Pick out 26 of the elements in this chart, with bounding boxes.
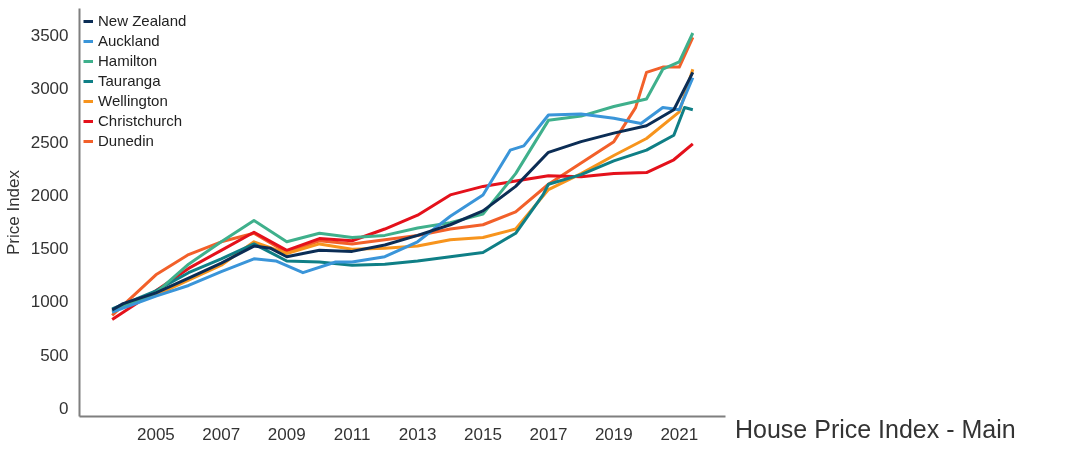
y-tick-label: 1000 — [30, 292, 69, 312]
y-axis-title: Price Index — [3, 169, 23, 256]
y-tick-label: 2500 — [30, 132, 69, 152]
y-tick-label: 500 — [40, 345, 69, 365]
legend-label: New Zealand — [98, 12, 187, 29]
y-tick-label: 3000 — [30, 79, 69, 99]
y-tick-label: 0 — [59, 398, 69, 418]
x-tick-label: 2005 — [136, 424, 175, 444]
x-tick-label: 2009 — [267, 424, 306, 444]
legend-label: Christchurch — [98, 112, 183, 129]
text: House Price Index - Main — [735, 414, 1016, 445]
x-tick-label: 2011 — [333, 424, 371, 444]
legend-label: Wellington — [98, 92, 168, 109]
x-tick-label: 2017 — [529, 424, 568, 444]
legend-label: Dunedin — [98, 132, 154, 149]
x-tick-label: 2007 — [202, 424, 241, 444]
x-tick-label: 2013 — [398, 424, 437, 444]
legend-label: Hamilton — [98, 52, 158, 69]
legend-label: Tauranga — [98, 72, 161, 89]
y-tick-label: 2000 — [30, 185, 69, 205]
legend-label: Auckland — [98, 32, 160, 49]
x-tick-label: 2021 — [660, 424, 699, 444]
x-tick-label: 2015 — [464, 424, 502, 444]
x-tick-label: 2019 — [594, 424, 633, 444]
y-tick-label: 1500 — [30, 239, 69, 259]
y-tick-label: 3500 — [30, 26, 69, 46]
